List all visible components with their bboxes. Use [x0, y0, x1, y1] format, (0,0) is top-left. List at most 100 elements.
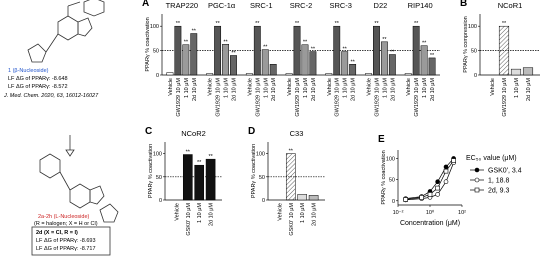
- bar-label: GW1929 10 μM: [502, 78, 508, 117]
- significance: **: [231, 50, 236, 56]
- bar-label: 2d 10 μM: [526, 78, 532, 101]
- category-title: D22: [374, 1, 388, 10]
- panel-label: B: [460, 0, 467, 9]
- bar: [510, 68, 522, 76]
- y-tick-label: 50: [153, 49, 159, 55]
- bar-label: 1 10 μM: [514, 78, 520, 98]
- y-axis-label: PPARγ % compression: [463, 16, 469, 72]
- bar: [285, 153, 296, 201]
- x-axis-label: Concentration (μM): [400, 220, 460, 227]
- y-axis-label: PPARγ % coactivation: [251, 144, 257, 198]
- bar-label: 2d 10 μM: [231, 78, 237, 101]
- bar: [388, 54, 396, 76]
- box-title: 2d (X = Cl, R = I): [36, 230, 78, 236]
- y-tick-label: 0: [392, 199, 395, 205]
- bar: [522, 67, 534, 76]
- category-title: SRC-1: [250, 1, 273, 10]
- bar-label: GW1929 10 μM: [335, 78, 341, 117]
- bar-label: 2d 10 μM: [390, 78, 396, 101]
- significance: **: [295, 21, 300, 27]
- panel-label: A: [142, 0, 149, 9]
- bar-label: Vehicle: [367, 78, 373, 96]
- significance: **: [430, 53, 435, 59]
- significance: **: [422, 41, 427, 47]
- significance: **: [197, 160, 202, 166]
- bar-label: 1 10 μM: [224, 78, 230, 98]
- category-title: RIP140: [408, 1, 433, 10]
- bar: [269, 64, 277, 76]
- significance: **: [311, 47, 316, 53]
- bar: [293, 25, 301, 76]
- bar-label: Vehicle: [327, 78, 333, 96]
- bar-label: Vehicle: [208, 78, 214, 96]
- structures: [27, 0, 119, 256]
- y-tick-label: 0: [262, 198, 265, 204]
- point: [435, 192, 440, 197]
- point: [443, 164, 449, 170]
- bar-label: Vehicle: [406, 78, 412, 96]
- point: [435, 185, 440, 191]
- panel-label: E: [378, 134, 385, 145]
- panel-label: D: [248, 126, 255, 137]
- point: [435, 179, 440, 185]
- significance: **: [263, 45, 268, 51]
- bar-label: Vehicle: [247, 78, 253, 96]
- significance: **: [343, 47, 348, 53]
- category-title: PGC-1α: [208, 1, 236, 10]
- significance: **: [184, 40, 189, 46]
- point: [443, 168, 449, 174]
- significance: **: [374, 21, 379, 27]
- y-axis-label: PPARγ % coactivation: [381, 150, 387, 204]
- significance: **: [289, 149, 294, 155]
- bar: [365, 73, 372, 76]
- x-tick-label: 10⁻²: [393, 210, 404, 216]
- bar: [190, 33, 198, 76]
- point: [427, 192, 433, 197]
- bar: [205, 158, 216, 201]
- significance: **: [186, 150, 191, 156]
- bar: [261, 49, 269, 76]
- bar-label: GW1929 10 μM: [176, 78, 182, 117]
- bar-label: 1 10 μM: [300, 203, 306, 223]
- bar: [498, 25, 510, 76]
- point: [419, 195, 424, 200]
- significance: **: [390, 50, 395, 56]
- bar: [333, 25, 341, 76]
- bar-label: GW1929 10 μM: [255, 78, 261, 117]
- y-tick-label: 100: [468, 24, 477, 30]
- significance: **: [192, 29, 197, 35]
- bar: [420, 45, 428, 76]
- significance: **: [255, 21, 260, 27]
- series-line: [405, 162, 454, 201]
- bar: [404, 73, 412, 76]
- bar-label: GW1929 10 μM: [295, 78, 301, 117]
- significance: **: [335, 21, 340, 27]
- bar: [341, 51, 349, 76]
- bar-label: 2d 10 μM: [311, 78, 317, 101]
- significance: **: [414, 21, 419, 27]
- bar: [214, 25, 222, 76]
- point: [403, 197, 408, 202]
- bar-label: 1 10 μM: [422, 78, 428, 98]
- bar: [301, 44, 309, 76]
- category-title: SRC-3: [329, 1, 352, 10]
- significance: **: [303, 40, 308, 46]
- bar: [308, 195, 319, 201]
- legend-marker: [474, 187, 480, 193]
- x-tick-label: 10²: [458, 210, 466, 216]
- y-tick-label: 100: [256, 152, 265, 158]
- dg: LF ΔG of PPARγ: -8.572: [8, 84, 68, 90]
- bar-label: 2d 10 μM: [209, 203, 215, 226]
- bar: [245, 73, 253, 76]
- bar-label: Vehicle: [277, 203, 283, 221]
- bar: [166, 72, 174, 76]
- y-tick-label: 50: [471, 49, 477, 55]
- nuc-label: 2a-2h (L-Nucleoside): [38, 214, 90, 220]
- point: [451, 158, 456, 163]
- bar: [194, 164, 205, 201]
- significance: **: [502, 21, 507, 27]
- bar-label: 1 10 μM: [197, 203, 203, 223]
- bar-label: 1 10 μM: [343, 78, 349, 98]
- bar: [309, 51, 317, 76]
